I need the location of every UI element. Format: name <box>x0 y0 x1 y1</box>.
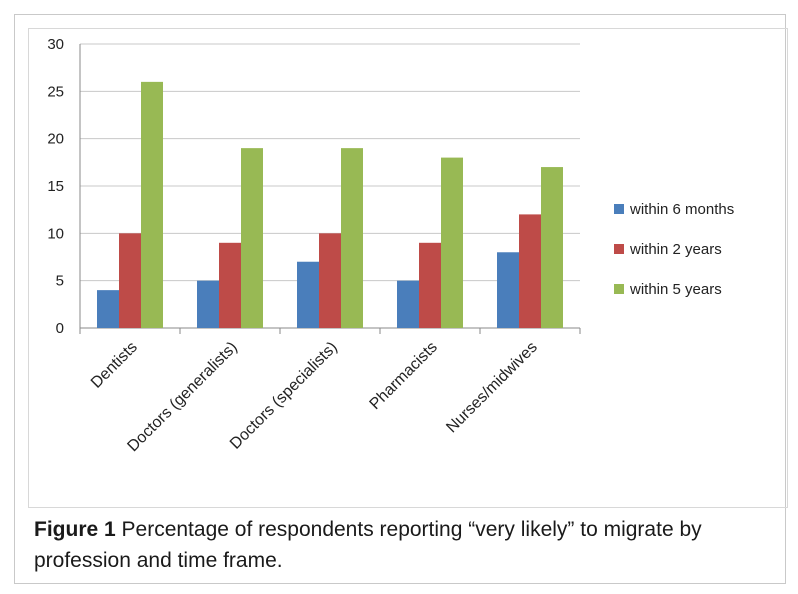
category-label: Doctors (specialists) <box>227 339 341 453</box>
legend-swatch <box>614 204 624 214</box>
bar <box>319 233 341 328</box>
bar <box>519 214 541 328</box>
y-tick-label: 30 <box>47 36 64 53</box>
caption-text: Percentage of respondents reporting “ver… <box>34 518 702 572</box>
legend-label: within 5 years <box>629 281 722 298</box>
y-tick-label: 10 <box>47 225 64 242</box>
y-tick-label: 25 <box>47 83 64 100</box>
category-label: Pharmacists <box>367 339 441 413</box>
bar <box>219 242 241 328</box>
bar <box>241 148 263 328</box>
caption-label: Figure 1 <box>34 518 116 541</box>
bar <box>541 167 563 328</box>
bar <box>497 252 519 328</box>
bar <box>97 290 119 328</box>
axes <box>79 44 581 334</box>
bar <box>297 261 319 328</box>
y-tick-label: 0 <box>56 320 64 337</box>
y-tick-label: 5 <box>56 273 64 290</box>
y-tick-label: 20 <box>47 131 64 148</box>
bars <box>97 81 563 328</box>
bar <box>397 280 419 328</box>
category-label: Dentists <box>88 339 141 392</box>
y-tick-labels: 0 5 10 15 20 25 30 <box>47 36 64 337</box>
figure-caption: Figure 1 Percentage of respondents repor… <box>34 514 774 576</box>
bar <box>141 81 163 328</box>
legend: within 6 months within 2 years within 5 ye… <box>614 201 734 298</box>
bar <box>419 242 441 328</box>
chart-frame <box>28 28 788 508</box>
legend-label: within 6 months <box>629 201 734 218</box>
legend-label: within 2 years <box>629 241 722 258</box>
legend-swatch <box>614 284 624 294</box>
category-label: Nurses/midwives <box>443 339 541 437</box>
bar <box>119 233 141 328</box>
legend-swatch <box>614 244 624 254</box>
bar <box>341 148 363 328</box>
bar <box>441 157 463 328</box>
bar <box>197 280 219 328</box>
y-tick-label: 15 <box>47 178 64 195</box>
category-label: Doctors (generalists) <box>124 339 240 455</box>
